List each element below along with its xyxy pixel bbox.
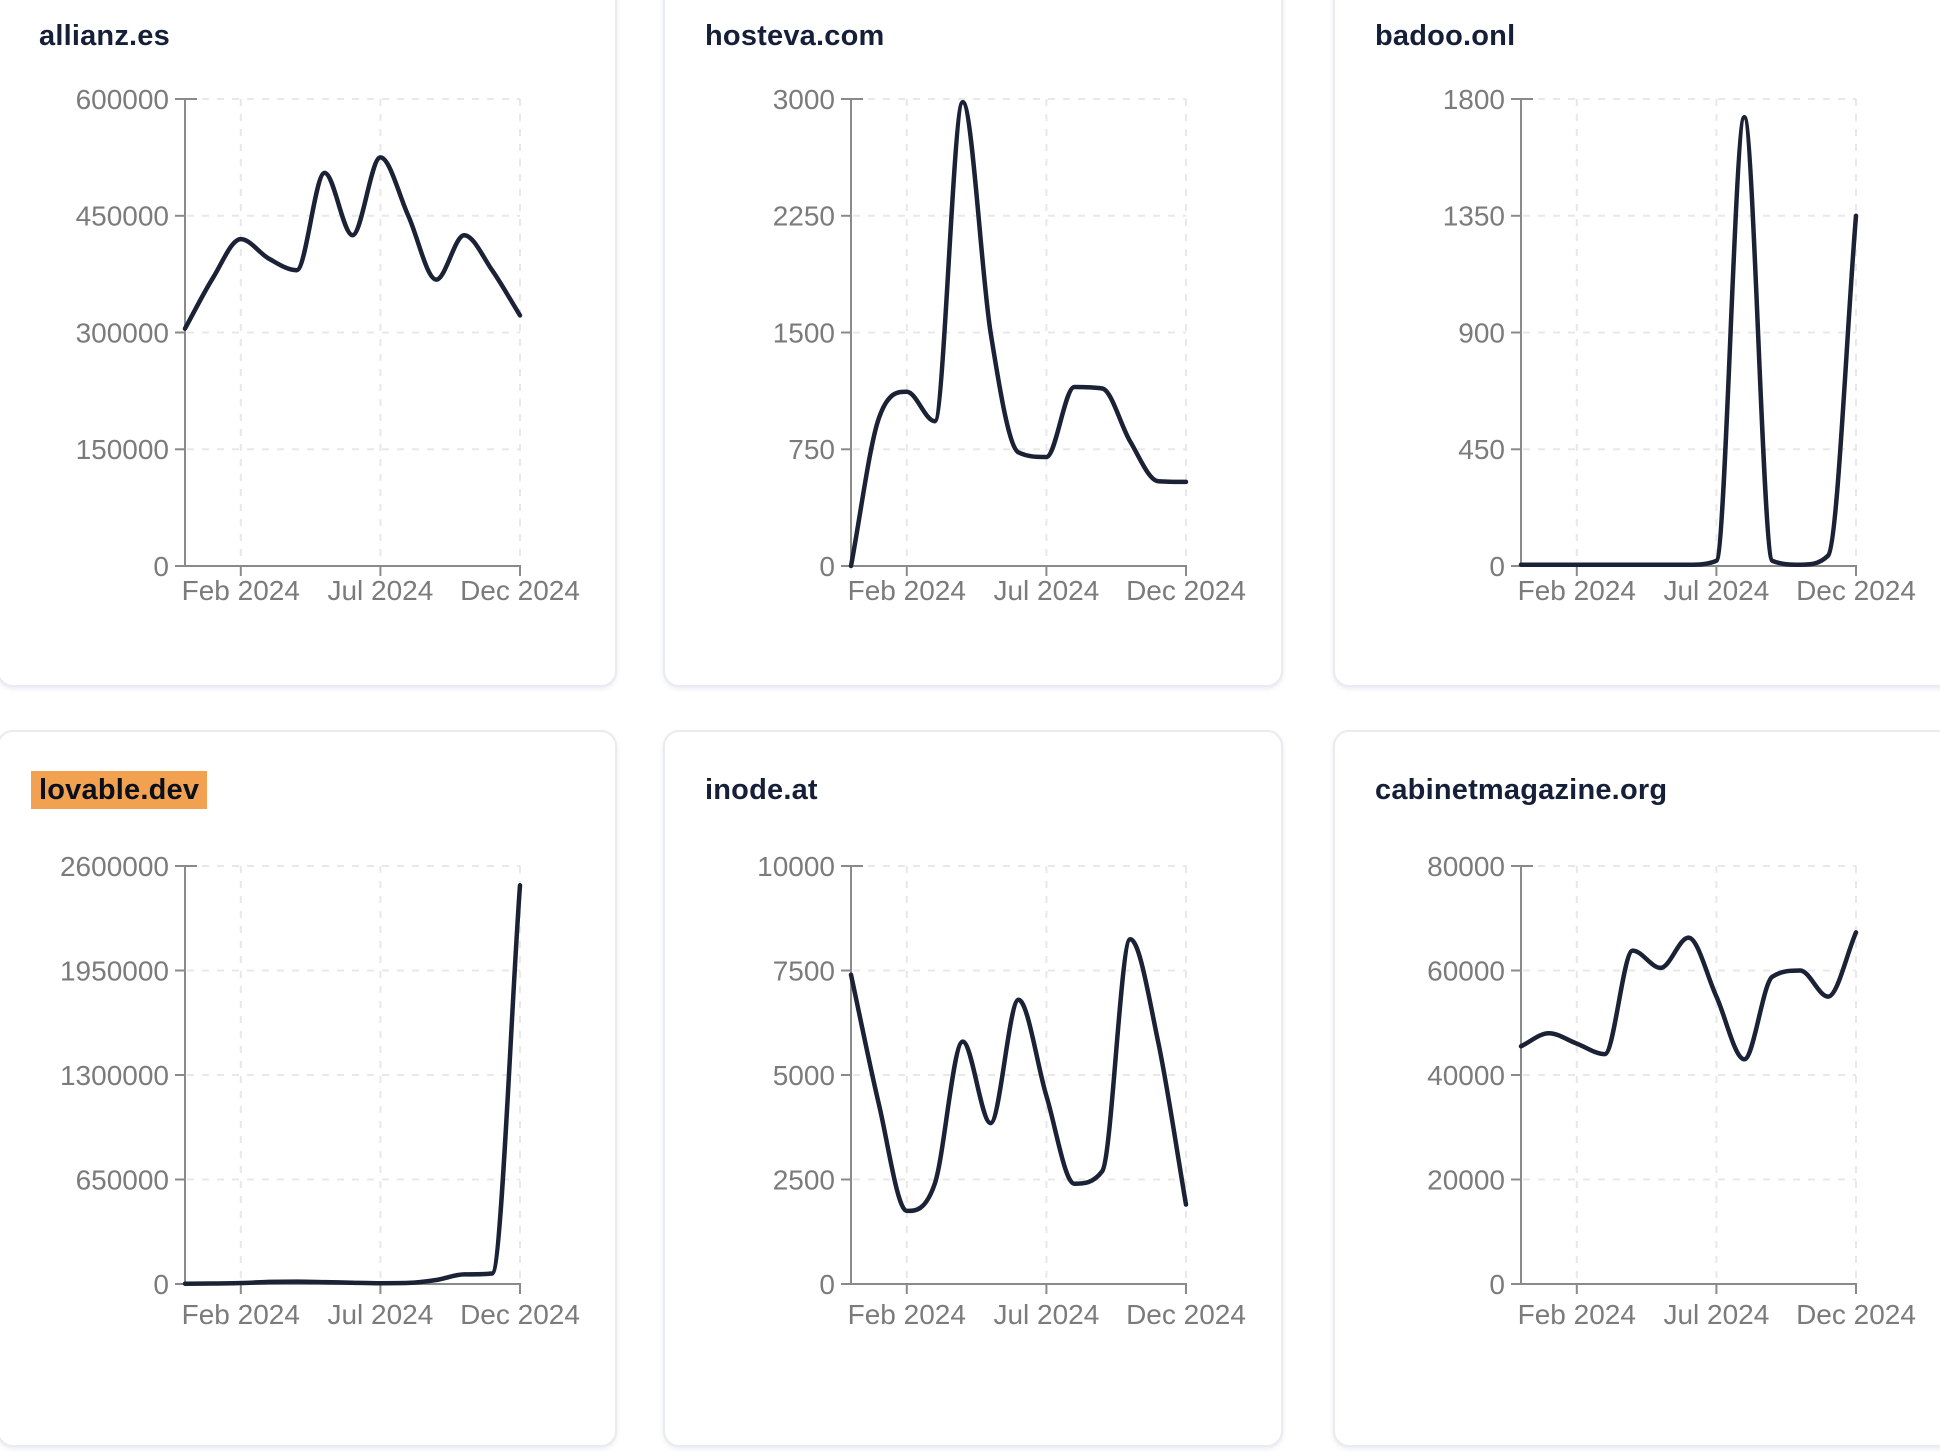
x-tick-label: Dec 2024 [460,575,580,606]
y-tick-label: 1300000 [60,1060,169,1091]
x-tick-label: Dec 2024 [1126,1299,1246,1330]
y-tick-label: 0 [1489,551,1505,582]
y-tick-label: 2500 [773,1164,835,1195]
line-chart-hosteva-com: 0 750 1500 2250 3000 Feb 2024 Jul 2024 Dec 2024 [773,84,1246,606]
x-tick-label: Dec 2024 [1796,1299,1916,1330]
y-tick-label: 600000 [76,84,169,115]
y-tick-label: 450000 [76,201,169,232]
traffic-line [182,155,523,331]
y-tick-label: 0 [819,551,835,582]
traffic-line [182,883,523,1286]
y-tick-label: 20000 [1427,1164,1505,1195]
chart-card-lovable-dev: lovable.dev 0 650000 1300000 1950000 2600000… [0,730,617,1447]
search-highlight: lovable.dev [31,771,208,809]
line-chart-allianz-es: 0 150000 300000 450000 600000 Feb 2024 Jul 202… [76,84,580,606]
x-tick-label: Feb 2024 [848,575,966,606]
y-tick-label: 750 [788,434,835,465]
chart-title: allianz.es [39,20,170,52]
x-tick-label: Jul 2024 [1663,1299,1769,1330]
chart-title: badoo.onl [1375,20,1516,52]
y-tick-label: 0 [1489,1269,1505,1300]
y-tick-label: 2250 [773,201,835,232]
x-tick-label: Feb 2024 [1518,1299,1636,1330]
y-tick-label: 1350 [1443,201,1505,232]
x-tick-label: Feb 2024 [182,1299,300,1330]
x-tick-label: Jul 2024 [993,1299,1099,1330]
y-tick-label: 60000 [1427,955,1505,986]
chart-card-hosteva-com: hosteva.com 0 750 1500 2250 3000 Feb 2024 Jul … [663,0,1283,687]
line-chart-badoo-onl: 0 450 900 1350 1800 Feb 2024 Jul 2024 Dec 2024 [1443,84,1916,606]
y-tick-label: 900 [1458,317,1505,348]
y-tick-label: 3000 [773,84,835,115]
chart-title: inode.at [705,774,818,806]
y-tick-label: 80000 [1427,851,1505,882]
line-chart-inode-at: 0 2500 5000 7500 10000 Feb 2024 Jul 2024 Dec 20… [757,851,1246,1330]
y-tick-label: 1950000 [60,955,169,986]
x-tick-label: Feb 2024 [1518,575,1636,606]
line-chart-cabinetmagazine-org: 0 20000 40000 60000 80000 Feb 2024 Jul 2024 Dec… [1427,851,1916,1330]
x-tick-label: Dec 2024 [460,1299,580,1330]
y-tick-label: 40000 [1427,1060,1505,1091]
y-tick-label: 2600000 [60,851,169,882]
x-tick-label: Jul 2024 [327,1299,433,1330]
y-tick-label: 1500 [773,317,835,348]
traffic-line [1518,930,1859,1062]
y-tick-label: 1800 [1443,84,1505,115]
chart-card-cabinetmagazine-org: cabinetmagazine.org 0 20000 40000 60000 8000… [1333,730,1940,1447]
x-tick-label: Jul 2024 [1663,575,1769,606]
y-tick-label: 150000 [76,434,169,465]
chart-card-inode-at: inode.at 0 2500 5000 7500 10000 Feb 2024 Jul 2… [663,730,1283,1447]
chart-title: cabinetmagazine.org [1375,774,1668,806]
y-tick-label: 450 [1458,434,1505,465]
x-tick-label: Dec 2024 [1126,575,1246,606]
x-tick-label: Dec 2024 [1796,575,1916,606]
y-tick-label: 0 [153,551,169,582]
chart-title: lovable.dev [31,771,208,809]
y-tick-label: 7500 [773,955,835,986]
y-tick-label: 0 [153,1269,169,1300]
y-tick-label: 10000 [757,851,835,882]
y-tick-label: 5000 [773,1060,835,1091]
x-tick-label: Feb 2024 [182,575,300,606]
y-tick-label: 0 [819,1269,835,1300]
chart-card-badoo-onl: badoo.onl 0 450 900 1350 1800 Feb 2024 Jul 202… [1333,0,1940,687]
y-tick-label: 650000 [76,1164,169,1195]
x-tick-label: Jul 2024 [327,575,433,606]
y-tick-label: 300000 [76,317,169,348]
traffic-line [848,99,1189,569]
chart-title: hosteva.com [705,20,885,52]
traffic-line [848,936,1189,1214]
chart-card-allianz-es: allianz.es 0 150000 300000 450000 600000 Feb … [0,0,617,687]
x-tick-label: Jul 2024 [993,575,1099,606]
traffic-line [1518,114,1859,567]
line-chart-lovable-dev: 0 650000 1300000 1950000 2600000 Feb 2024 Jul … [60,851,580,1330]
x-tick-label: Feb 2024 [848,1299,966,1330]
